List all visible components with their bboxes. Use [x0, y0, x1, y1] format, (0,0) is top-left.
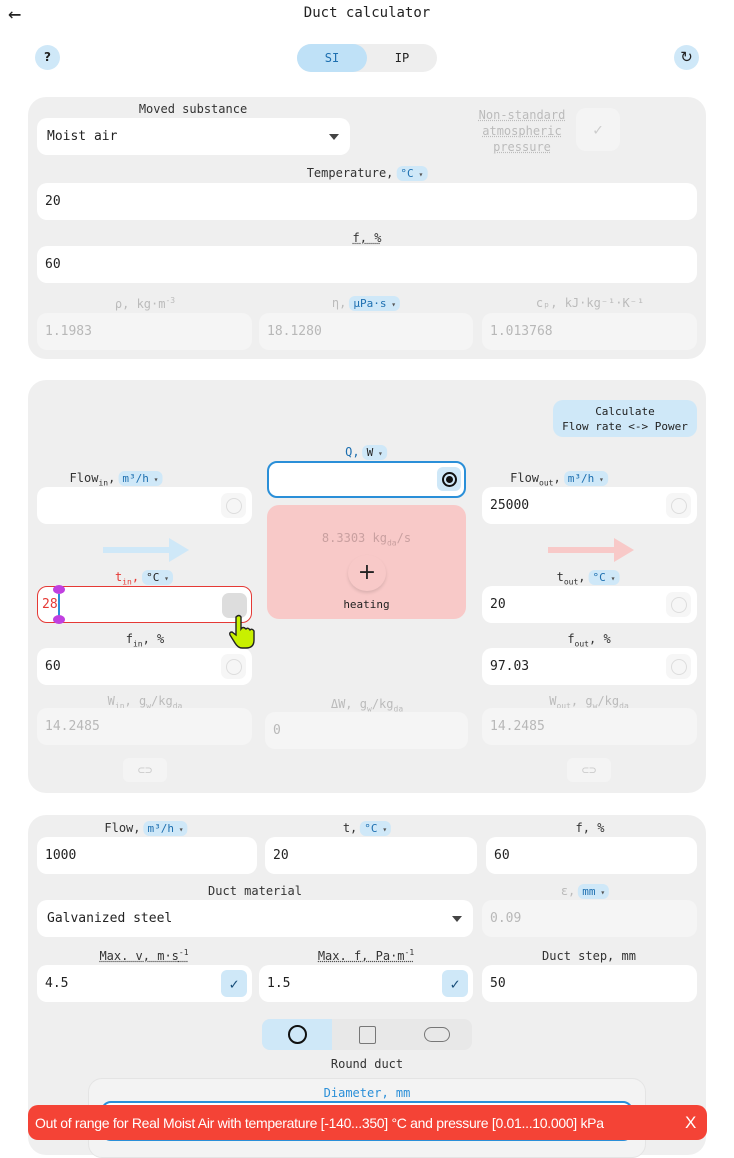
flow-out-unit-dropdown[interactable]: m³/h	[564, 471, 608, 486]
diameter-label: Diameter, mm	[324, 1086, 411, 1100]
temp-unit-dropdown[interactable]: °C	[396, 166, 427, 181]
q-unit-dropdown[interactable]: W	[363, 445, 387, 460]
flow-out-label: Flowout, m³/h	[510, 471, 608, 487]
max-velocity-input[interactable]: 4.5 ✓	[37, 965, 252, 1002]
density-label: ρ, kg·m-3	[115, 296, 175, 311]
flow-in-radio[interactable]	[221, 493, 246, 518]
link-icon: ⊂⊃	[582, 763, 596, 777]
moved-substance-label: Moved substance	[139, 102, 247, 116]
f-out-label: fout, %	[567, 632, 610, 648]
flow-out-input[interactable]: 25000	[482, 487, 697, 524]
f-out-input[interactable]: 97.03	[482, 648, 697, 685]
roughness-unit-dropdown[interactable]: mm	[578, 884, 609, 899]
viscosity-label: η, μPa·s	[332, 296, 400, 311]
w-in-output: 14.2485	[37, 708, 252, 745]
t-out-input[interactable]: 20	[482, 586, 697, 623]
shape-toggle	[262, 1019, 472, 1050]
max-friction-input[interactable]: 1.5 ✓	[259, 965, 473, 1002]
shape-label: Round duct	[331, 1057, 403, 1071]
duct-t-unit-dropdown[interactable]: °C	[360, 821, 391, 836]
q-radio-selected-icon[interactable]	[437, 467, 461, 491]
flow-in-input[interactable]	[37, 487, 252, 524]
t-in-label: tin, °C	[115, 570, 173, 586]
duct-flow-label: Flow, m³/h	[104, 821, 187, 836]
duct-t-label: t, °C	[343, 821, 391, 836]
text-cursor-handle-top[interactable]	[53, 585, 65, 594]
f-in-radio[interactable]	[221, 654, 246, 679]
error-toast: Out of range for Real Moist Air with tem…	[28, 1105, 707, 1140]
nonstd-pressure-label: Non-standard atmospheric pressure	[474, 107, 570, 155]
inlet-arrow-icon	[103, 538, 189, 562]
rh-label: f, %	[353, 231, 382, 245]
flow-in-unit-dropdown[interactable]: m³/h	[118, 471, 162, 486]
circle-icon	[288, 1025, 307, 1044]
square-icon	[359, 1026, 376, 1044]
duct-t-input[interactable]: 20	[265, 837, 477, 874]
w-out-output: 14.2485	[482, 708, 697, 745]
close-toast-button[interactable]: X	[685, 1113, 696, 1133]
density-output: 1.1983	[37, 313, 252, 350]
outlet-arrow-icon	[548, 538, 634, 562]
viscosity-unit-dropdown[interactable]: μPa·s	[349, 296, 400, 311]
viscosity-output: 18.1280	[259, 313, 473, 350]
temperature-input[interactable]: 20	[37, 183, 697, 220]
substance-value: Moist air	[47, 129, 117, 144]
max-friction-label: Max. f, Pa·m-1	[318, 948, 414, 963]
f-in-label: fin, %	[126, 632, 165, 648]
hand-cursor-icon	[228, 614, 256, 650]
max-friction-checkbox[interactable]: ✓	[442, 970, 468, 997]
help-button[interactable]: ?	[35, 45, 60, 70]
duct-flow-input[interactable]: 1000	[37, 837, 257, 874]
text-cursor-handle-bottom[interactable]	[53, 615, 65, 624]
duct-f-input[interactable]: 60	[486, 837, 697, 874]
substance-select[interactable]: Moist air	[37, 118, 350, 155]
duct-material-label: Duct material	[208, 884, 302, 898]
t-out-label: tout, °C	[557, 570, 620, 586]
temperature-label: Temperature, °C	[307, 166, 428, 181]
roughness-label: ε, mm	[561, 884, 609, 899]
add-heating-button[interactable]: +	[348, 555, 386, 591]
flow-out-radio[interactable]	[666, 493, 691, 518]
unit-toggle: SI IP	[297, 44, 437, 72]
shape-oval-button[interactable]	[402, 1019, 472, 1050]
delta-w-output: 0	[265, 712, 468, 749]
t-in-unit-dropdown[interactable]: °C	[142, 570, 173, 585]
calculate-button[interactable]: Calculate Flow rate <-> Power	[553, 400, 697, 437]
page-title: Duct calculator	[0, 5, 734, 21]
rh-input[interactable]: 60	[37, 246, 697, 283]
max-velocity-checkbox[interactable]: ✓	[221, 970, 247, 997]
unit-si-button[interactable]: SI	[297, 44, 367, 72]
nonstd-pressure-checkbox[interactable]: ✓	[576, 108, 620, 151]
duct-step-input[interactable]: 50	[482, 965, 697, 1002]
link-out-button[interactable]: ⊂⊃	[567, 758, 611, 782]
delta-w-label: ΔW, gw/kgda	[331, 697, 403, 713]
plus-icon: +	[358, 560, 376, 585]
mode-label: heating	[267, 598, 466, 611]
duct-step-label: Duct step, mm	[542, 949, 636, 963]
mass-flow-text: 8.3303 kgda/s	[267, 531, 466, 547]
link-in-button[interactable]: ⊂⊃	[123, 758, 167, 782]
f-out-radio[interactable]	[666, 654, 691, 679]
cp-output: 1.013768	[482, 313, 697, 350]
q-label: Q, W	[345, 445, 387, 460]
flow-in-label: Flowin, m³/h	[70, 471, 163, 487]
shape-rect-button[interactable]	[332, 1019, 402, 1050]
f-in-input[interactable]: 60	[37, 648, 252, 685]
duct-flow-unit-dropdown[interactable]: m³/h	[143, 821, 187, 836]
duct-f-label: f, %	[576, 821, 605, 835]
refresh-icon: ↻	[680, 48, 693, 66]
link-icon: ⊂⊃	[138, 763, 152, 777]
t-out-unit-dropdown[interactable]: °C	[589, 570, 620, 585]
roughness-output: 0.09	[482, 900, 697, 937]
duct-material-select[interactable]: Galvanized steel	[37, 900, 473, 937]
oval-icon	[424, 1027, 450, 1042]
shape-round-button[interactable]	[262, 1019, 332, 1050]
t-in-input[interactable]: 28	[37, 586, 252, 623]
t-out-radio[interactable]	[666, 592, 691, 617]
error-message: Out of range for Real Moist Air with tem…	[35, 1115, 604, 1131]
reset-button[interactable]: ↻	[674, 45, 699, 70]
max-velocity-label: Max. v, m·s-1	[99, 948, 188, 963]
cp-label: cₚ, kJ·kg⁻¹·K⁻¹	[536, 296, 644, 310]
unit-ip-button[interactable]: IP	[367, 44, 437, 72]
